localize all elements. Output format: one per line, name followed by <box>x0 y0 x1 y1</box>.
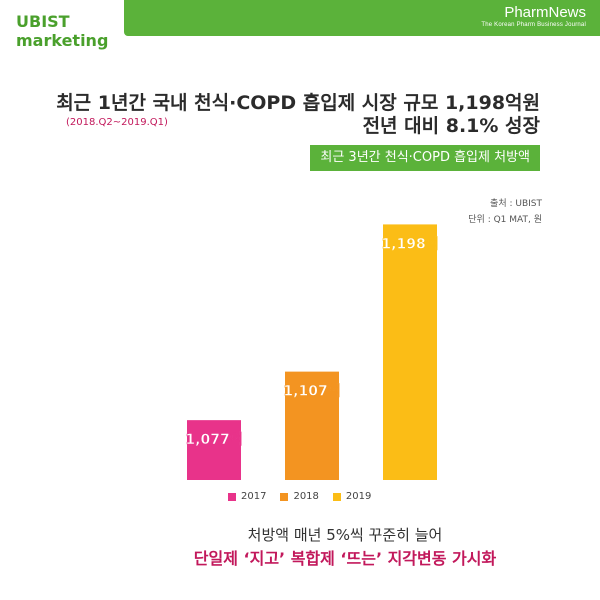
footer-line-1: 처방액 매년 5%씩 꾸준히 늘어 <box>247 526 443 544</box>
header-bar: PharmNews The Korean Pharm Business Jour… <box>124 0 600 36</box>
brand-line-1: UBIST <box>16 12 70 31</box>
data-label-2019: 1,198억 <box>381 236 438 252</box>
bar-2018 <box>285 371 339 480</box>
period-label: (2018.Q2~2019.Q1) <box>66 117 168 128</box>
source-line: 출처 : UBIST <box>490 199 542 209</box>
data-label-2018: 1,107억 <box>283 384 340 400</box>
legend-item-2019: 2019 <box>332 491 372 502</box>
legend-item-2018: 2018 <box>280 491 319 502</box>
legend-label-2018: 2018 <box>293 491 319 502</box>
footer-line-2: 단일제 ‘지고’ 복합제 ‘뜨는’ 지각변동 가시화 <box>193 549 497 568</box>
legend-item-2017: 2017 <box>228 491 266 502</box>
bar-2019 <box>383 224 437 480</box>
source-note: 출처 : UBIST 단위 : Q1 MAT, 원 <box>468 196 542 228</box>
ubist-brand: UBIST marketing <box>16 12 108 50</box>
headline-line-1: 최근 1년간 국내 천식·COPD 흡입제 시장 규모 1,198억원 <box>56 92 540 114</box>
headline-line-2: 전년 대비 8.1% 성장 <box>362 115 540 137</box>
chart-legend: 2017 2018 2019 <box>228 491 371 502</box>
unit-line: 단위 : Q1 MAT, 원 <box>468 215 542 225</box>
legend-swatch-2017 <box>228 492 236 501</box>
publisher-name: PharmNews <box>504 4 586 21</box>
chart-subtitle-chip: 최근 3년간 천식·COPD 흡입제 처방액 <box>310 145 540 171</box>
brand-line-2: marketing <box>16 31 109 50</box>
pharmnews-logo: PharmNews The Korean Pharm Business Jour… <box>481 5 586 29</box>
legend-label-2019: 2019 <box>345 491 372 502</box>
legend-swatch-2018 <box>280 492 289 501</box>
legend-label-2017: 2017 <box>241 491 267 502</box>
bar-2017 <box>187 420 241 480</box>
legend-swatch-2019 <box>332 492 341 501</box>
data-label-2017: 1,077억 <box>185 432 242 448</box>
publisher-tagline: The Korean Pharm Business Journal <box>481 22 586 28</box>
